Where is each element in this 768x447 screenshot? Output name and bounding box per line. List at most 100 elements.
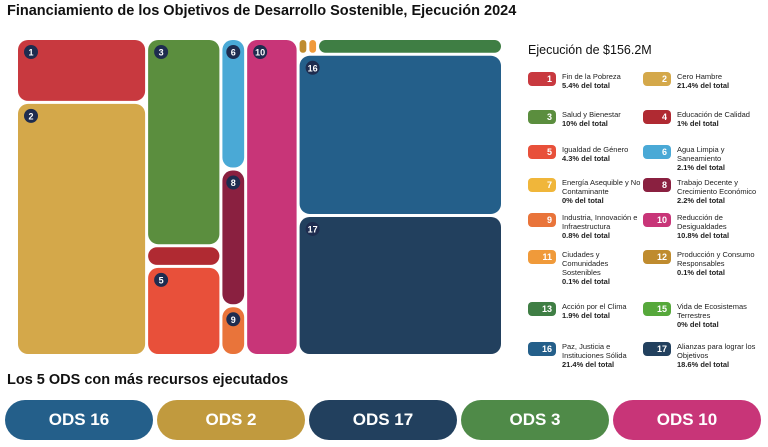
legend-value: 18.6% del total: [677, 360, 730, 369]
tile-badge: [24, 45, 38, 59]
legend-text: Paz, Justicia e Instituciones Sólida 21.4…: [562, 342, 644, 369]
legend-label: Educación de Calidad: [677, 110, 750, 119]
ods-button[interactable]: ODS 3: [461, 400, 609, 440]
legend-label: Paz, Justicia e Instituciones Sólida: [562, 342, 627, 360]
legend-label: Energía Asequible y No Contaminante: [562, 178, 641, 196]
legend-icon: 15: [643, 302, 671, 316]
tile: [18, 103, 146, 354]
tile-number: 6: [231, 48, 236, 58]
tile: [148, 40, 220, 245]
legend-text: Alianzas para lograr los Objetivos 18.6% …: [677, 342, 759, 369]
legend-text: Vida de Ecosistemas Terrestres 0% del tot…: [677, 302, 759, 329]
legend-icon: 17: [643, 342, 671, 356]
legend-value: 0.1% del total: [677, 268, 725, 277]
legend-label: Alianzas para lograr los Objetivos: [677, 342, 756, 360]
tile: [299, 40, 307, 53]
legend-text: Reducción de Desigualdades 10.8% del tota…: [677, 213, 759, 240]
tile: [247, 40, 297, 354]
legend-label: Cero Hambre: [677, 72, 723, 81]
legend-value: 2.2% del total: [677, 196, 725, 205]
legend-value: 21.4% del total: [677, 81, 730, 90]
tile-number: 2: [28, 111, 33, 121]
legend-text: Ciudades y Comunidades Sostenibles 0.1% d…: [562, 250, 644, 286]
legend-label: Trabajo Decente y Crecimiento Económico: [677, 178, 757, 196]
tile-number: 3: [159, 48, 164, 58]
legend-value: 2.1% del total: [677, 163, 725, 172]
legend-value: 10.8% del total: [677, 231, 730, 240]
tile-badge: [226, 312, 241, 327]
legend-icon: 7: [528, 178, 556, 192]
legend-text: Energía Asequible y No Contaminante 0% de…: [562, 178, 644, 205]
tile: [309, 40, 317, 53]
legend-value: 0.8% del total: [562, 231, 610, 240]
legend-value: 1% del total: [677, 119, 719, 128]
legend-label: Salud y Bienestar: [562, 110, 621, 119]
tile: [222, 170, 245, 305]
legend-value: 1.9% del total: [562, 311, 610, 320]
tile-number: 5: [159, 275, 164, 285]
tile: [148, 267, 220, 354]
ods-button[interactable]: ODS 2: [157, 400, 305, 440]
treemap: 1 2 3 5 6 8 9 10 16 17: [18, 40, 501, 354]
legend-icon: 5: [528, 145, 556, 159]
legend-label: Producción y Consumo Responsables: [677, 250, 755, 268]
section-title: Los 5 ODS con más recursos ejecutados: [7, 372, 289, 388]
tile: [18, 40, 146, 101]
tile-number: 8: [231, 178, 236, 188]
legend-icon: 2: [643, 72, 671, 86]
legend-text: Salud y Bienestar 10% del total: [562, 110, 644, 128]
legend-label: Igualdad de Género: [562, 145, 629, 154]
ods-button[interactable]: ODS 17: [309, 400, 457, 440]
legend-text: Igualdad de Género 4.3% del total: [562, 145, 644, 163]
legend-text: Agua Limpia y Saneamiento 2.1% del total: [677, 145, 759, 172]
legend-icon: 12: [643, 250, 671, 264]
legend-icon: 4: [643, 110, 671, 124]
legend-text: Trabajo Decente y Crecimiento Económico 2…: [677, 178, 759, 205]
tile-badge: [226, 45, 241, 59]
legend-text: Cero Hambre 21.4% del total: [677, 72, 759, 90]
tile-badge: [154, 45, 169, 59]
tile-badge: [305, 60, 320, 75]
ods-button[interactable]: ODS 16: [5, 400, 153, 440]
legend-text: Producción y Consumo Responsables 0.1% de…: [677, 250, 759, 277]
legend-value: 5.4% del total: [562, 81, 610, 90]
legend-icon: 11: [528, 250, 556, 264]
tile: [299, 216, 501, 354]
legend-text: Fin de la Pobreza 5.4% del total: [562, 72, 644, 90]
tile: [319, 40, 501, 53]
legend-label: Fin de la Pobreza: [562, 72, 621, 81]
tile: [222, 40, 245, 168]
legend-icon: 6: [643, 145, 671, 159]
tile-number: 10: [255, 48, 265, 58]
legend-value: 0% del total: [677, 320, 719, 329]
legend-label: Reducción de Desigualdades: [677, 213, 727, 231]
legend-value: 0% del total: [562, 196, 604, 205]
legend-icon: 13: [528, 302, 556, 316]
tile-number: 16: [308, 63, 318, 73]
tile: [148, 247, 220, 265]
legend-value: 0.1% del total: [562, 277, 610, 286]
legend-value: 4.3% del total: [562, 154, 610, 163]
tile-badge: [24, 108, 38, 123]
tile-badge: [305, 221, 320, 236]
tile-number: 1: [28, 48, 33, 58]
legend-title: Ejecución de $156.2M: [528, 43, 652, 57]
ods-button[interactable]: ODS 10: [613, 400, 761, 440]
legend-label: Agua Limpia y Saneamiento: [677, 145, 725, 163]
legend-text: Educación de Calidad 1% del total: [677, 110, 759, 128]
legend-label: Ciudades y Comunidades Sostenibles: [562, 250, 609, 277]
legend-label: Vida de Ecosistemas Terrestres: [677, 302, 747, 320]
chart-title: Financiamiento de los Objetivos de Desar…: [7, 3, 517, 19]
legend-value: 21.4% del total: [562, 360, 615, 369]
legend-icon: 9: [528, 213, 556, 227]
legend-icon: 1: [528, 72, 556, 86]
tile: [299, 55, 501, 214]
legend-icon: 3: [528, 110, 556, 124]
tile-badge: [154, 272, 169, 287]
legend-value: 10% del total: [562, 119, 608, 128]
legend-icon: 8: [643, 178, 671, 192]
tile-badge: [253, 45, 268, 59]
legend-label: Acción por el Clima: [562, 302, 627, 311]
tile-badge: [226, 175, 241, 190]
